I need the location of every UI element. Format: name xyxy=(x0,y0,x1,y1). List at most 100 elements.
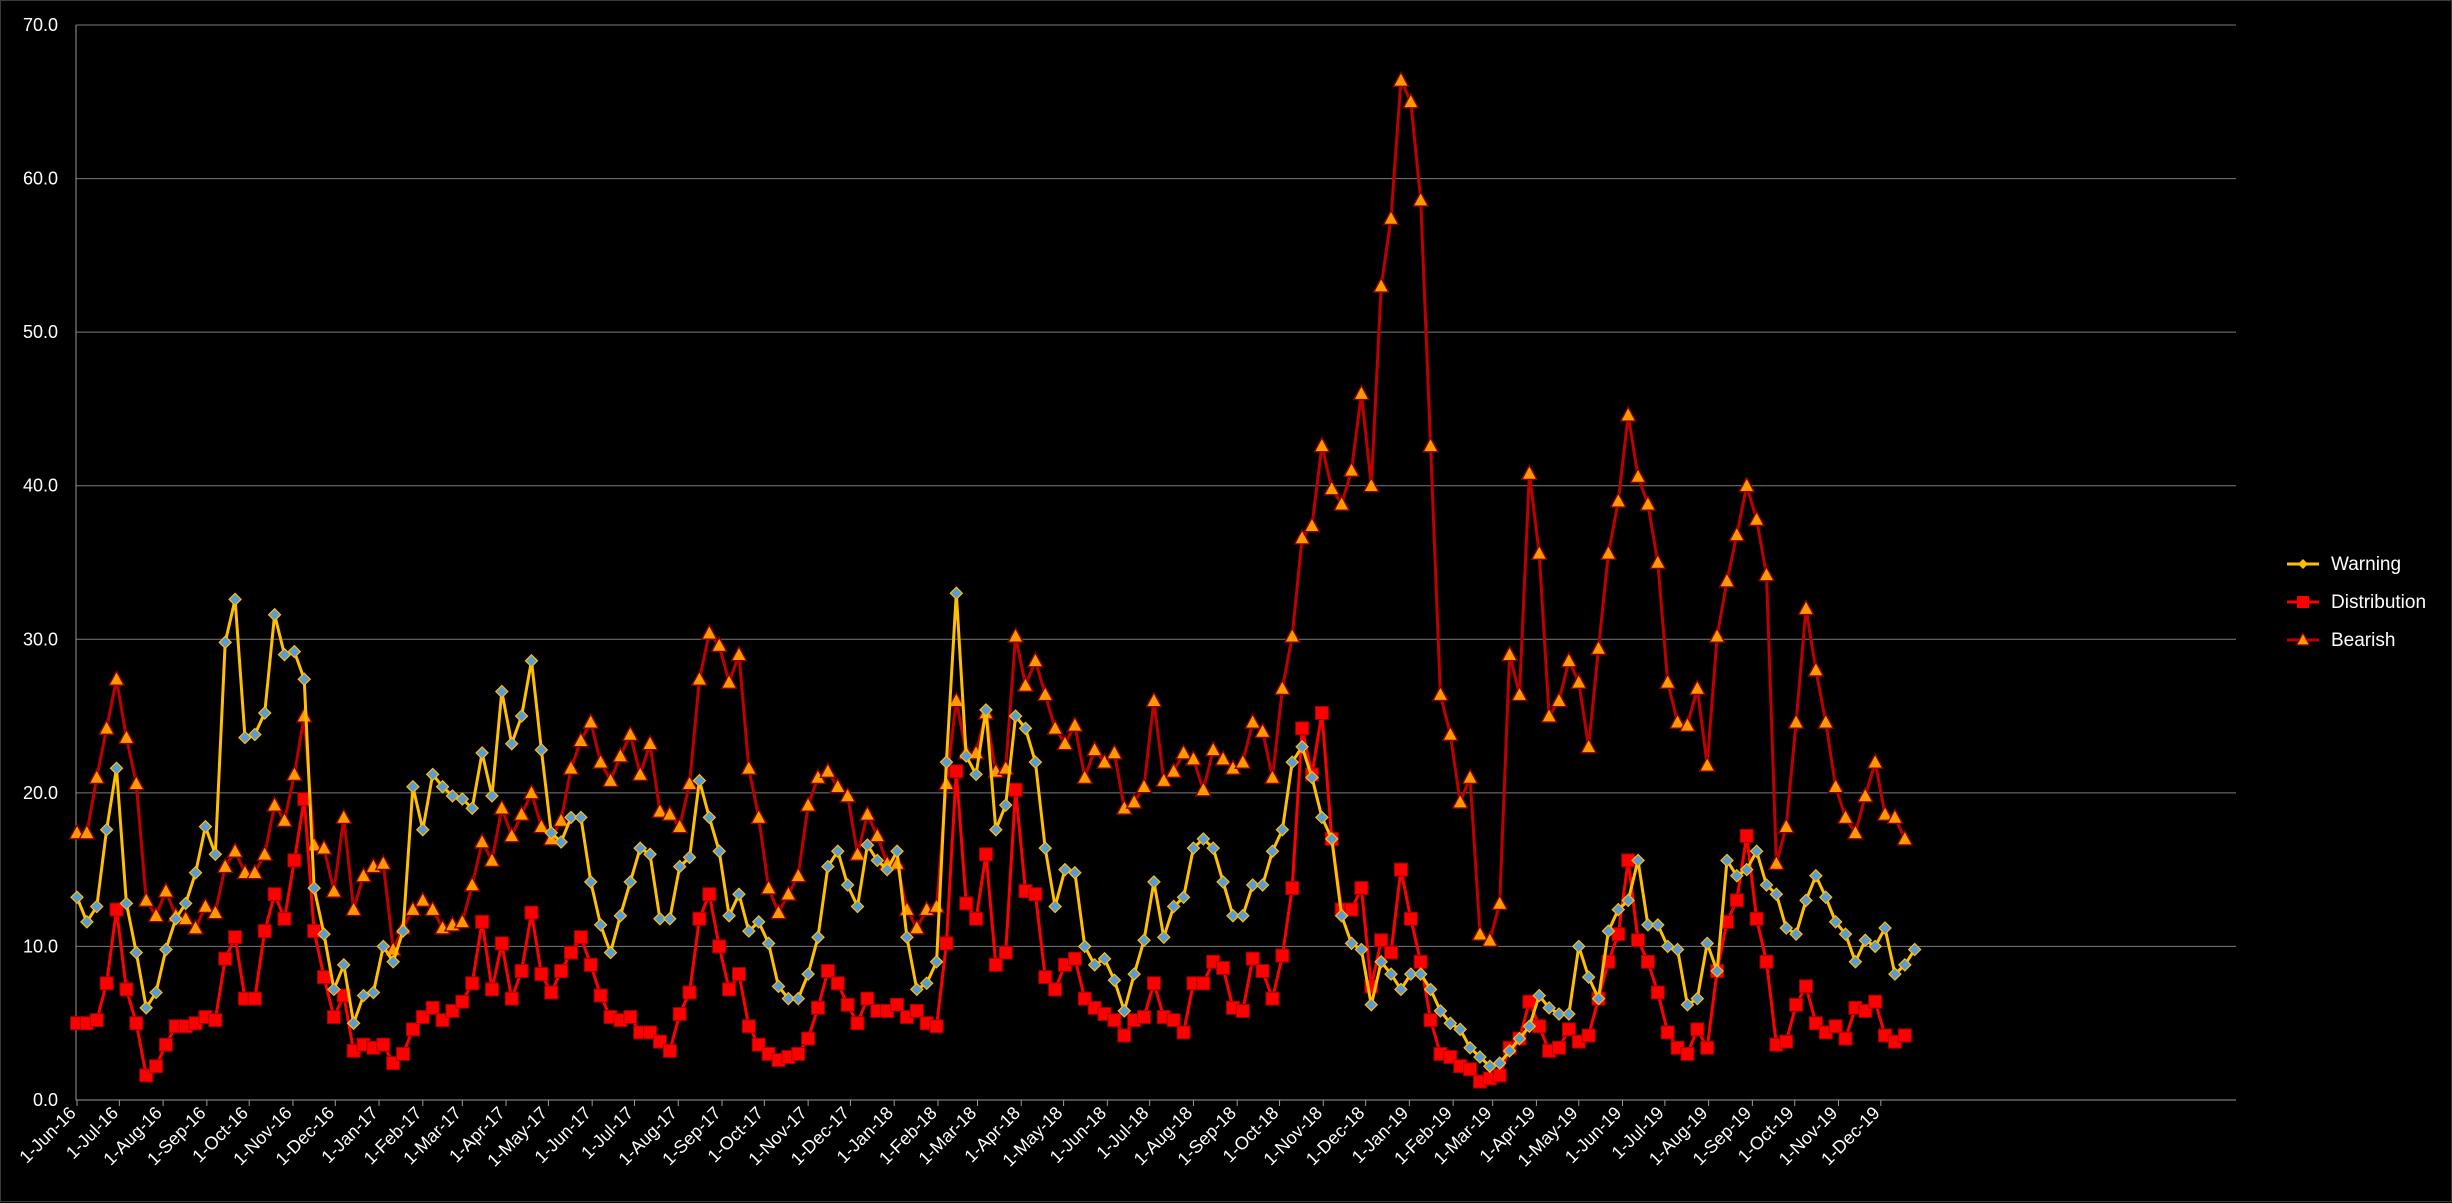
point-warning xyxy=(1680,997,1695,1012)
point-warning xyxy=(1137,933,1151,948)
point-warning xyxy=(494,684,509,699)
point-distribution xyxy=(1660,1025,1675,1040)
point-bearish xyxy=(1599,543,1618,560)
point-warning xyxy=(218,635,233,650)
point-warning xyxy=(1117,1004,1132,1018)
point-warning xyxy=(653,911,667,926)
point-bearish xyxy=(611,746,630,763)
point-warning xyxy=(1176,890,1191,905)
point-bearish xyxy=(1629,467,1647,484)
series-warning xyxy=(70,586,1922,1074)
point-warning xyxy=(1809,868,1823,883)
point-warning xyxy=(1394,982,1408,997)
point-bearish xyxy=(868,826,886,843)
point-bearish xyxy=(1817,712,1835,729)
point-distribution xyxy=(959,896,974,911)
point-warning xyxy=(949,586,964,601)
point-warning xyxy=(1216,875,1230,889)
point-warning xyxy=(781,991,796,1006)
point-distribution xyxy=(583,957,598,972)
point-distribution xyxy=(494,936,509,951)
point-warning xyxy=(1720,853,1734,868)
point-warning xyxy=(1878,921,1892,935)
point-bearish xyxy=(1846,823,1865,840)
point-warning xyxy=(1334,908,1349,923)
point-bearish xyxy=(601,771,620,788)
point-bearish xyxy=(838,786,857,803)
point-warning xyxy=(1512,1031,1527,1046)
point-bearish xyxy=(1659,672,1677,689)
point-bearish xyxy=(779,884,798,901)
point-warning xyxy=(988,822,1003,837)
point-warning xyxy=(979,703,993,717)
point-warning xyxy=(712,844,727,859)
point-bearish xyxy=(522,783,541,800)
point-distribution xyxy=(1413,954,1428,969)
point-warning xyxy=(1235,908,1250,923)
point-bearish xyxy=(1313,436,1331,453)
point-bearish xyxy=(1757,565,1776,582)
point-warning xyxy=(880,862,895,877)
point-warning xyxy=(1354,942,1369,957)
point-distribution xyxy=(455,994,470,1009)
point-bearish xyxy=(1056,734,1074,751)
point-bearish xyxy=(552,811,570,828)
point-distribution xyxy=(257,924,272,939)
point-warning xyxy=(129,945,144,960)
point-warning xyxy=(1463,1040,1477,1055)
point-warning xyxy=(1907,942,1922,957)
point-warning xyxy=(564,810,578,825)
point-warning xyxy=(1591,991,1606,1006)
point-warning xyxy=(722,908,736,923)
point-warning xyxy=(1068,865,1082,880)
point-bearish xyxy=(1095,752,1114,769)
point-distribution xyxy=(573,930,588,945)
point-distribution xyxy=(218,951,233,966)
point-bearish xyxy=(1668,712,1687,729)
point-bearish xyxy=(1372,276,1390,293)
point-distribution xyxy=(1314,706,1329,720)
point-bearish xyxy=(769,903,788,920)
point-distribution xyxy=(1779,1034,1794,1049)
point-distribution xyxy=(208,1013,223,1028)
point-bearish xyxy=(285,764,304,782)
point-distribution xyxy=(1739,828,1754,843)
series-layer xyxy=(68,70,1922,1089)
point-warning xyxy=(1858,933,1873,948)
point-warning xyxy=(119,896,134,911)
point-warning xyxy=(435,779,450,794)
point-warning xyxy=(771,979,786,994)
point-warning xyxy=(1779,921,1794,935)
point-warning xyxy=(1344,936,1359,951)
point-warning xyxy=(238,730,252,745)
point-distribution xyxy=(1255,964,1270,978)
point-bearish xyxy=(1362,476,1380,493)
point-bearish xyxy=(1510,685,1529,702)
point-warning xyxy=(682,850,697,865)
point-bearish xyxy=(1263,768,1282,785)
point-bearish xyxy=(1273,678,1292,696)
legend-item-bearish: Bearish xyxy=(2287,630,2395,651)
point-warning xyxy=(524,653,539,668)
point-distribution xyxy=(1067,951,1082,966)
point-warning xyxy=(1749,844,1764,859)
point-bearish xyxy=(1876,804,1894,822)
point-bearish xyxy=(147,906,165,923)
point-distribution xyxy=(475,914,490,929)
point-warning xyxy=(1275,822,1290,837)
point-warning xyxy=(1127,967,1142,981)
point-bearish xyxy=(947,691,965,708)
point-distribution xyxy=(672,1007,687,1021)
point-warning xyxy=(1670,942,1685,957)
point-warning xyxy=(969,767,983,782)
point-distribution xyxy=(484,982,499,997)
y-tick-label: 10.0 xyxy=(23,936,58,956)
point-bearish xyxy=(700,623,718,640)
point-warning xyxy=(1265,844,1280,859)
point-bearish xyxy=(177,909,195,926)
point-warning xyxy=(1502,1044,1517,1058)
point-warning xyxy=(1552,1007,1566,1021)
point-bearish xyxy=(1461,768,1479,785)
point-distribution xyxy=(1235,1003,1250,1018)
point-warning xyxy=(1868,939,1883,954)
